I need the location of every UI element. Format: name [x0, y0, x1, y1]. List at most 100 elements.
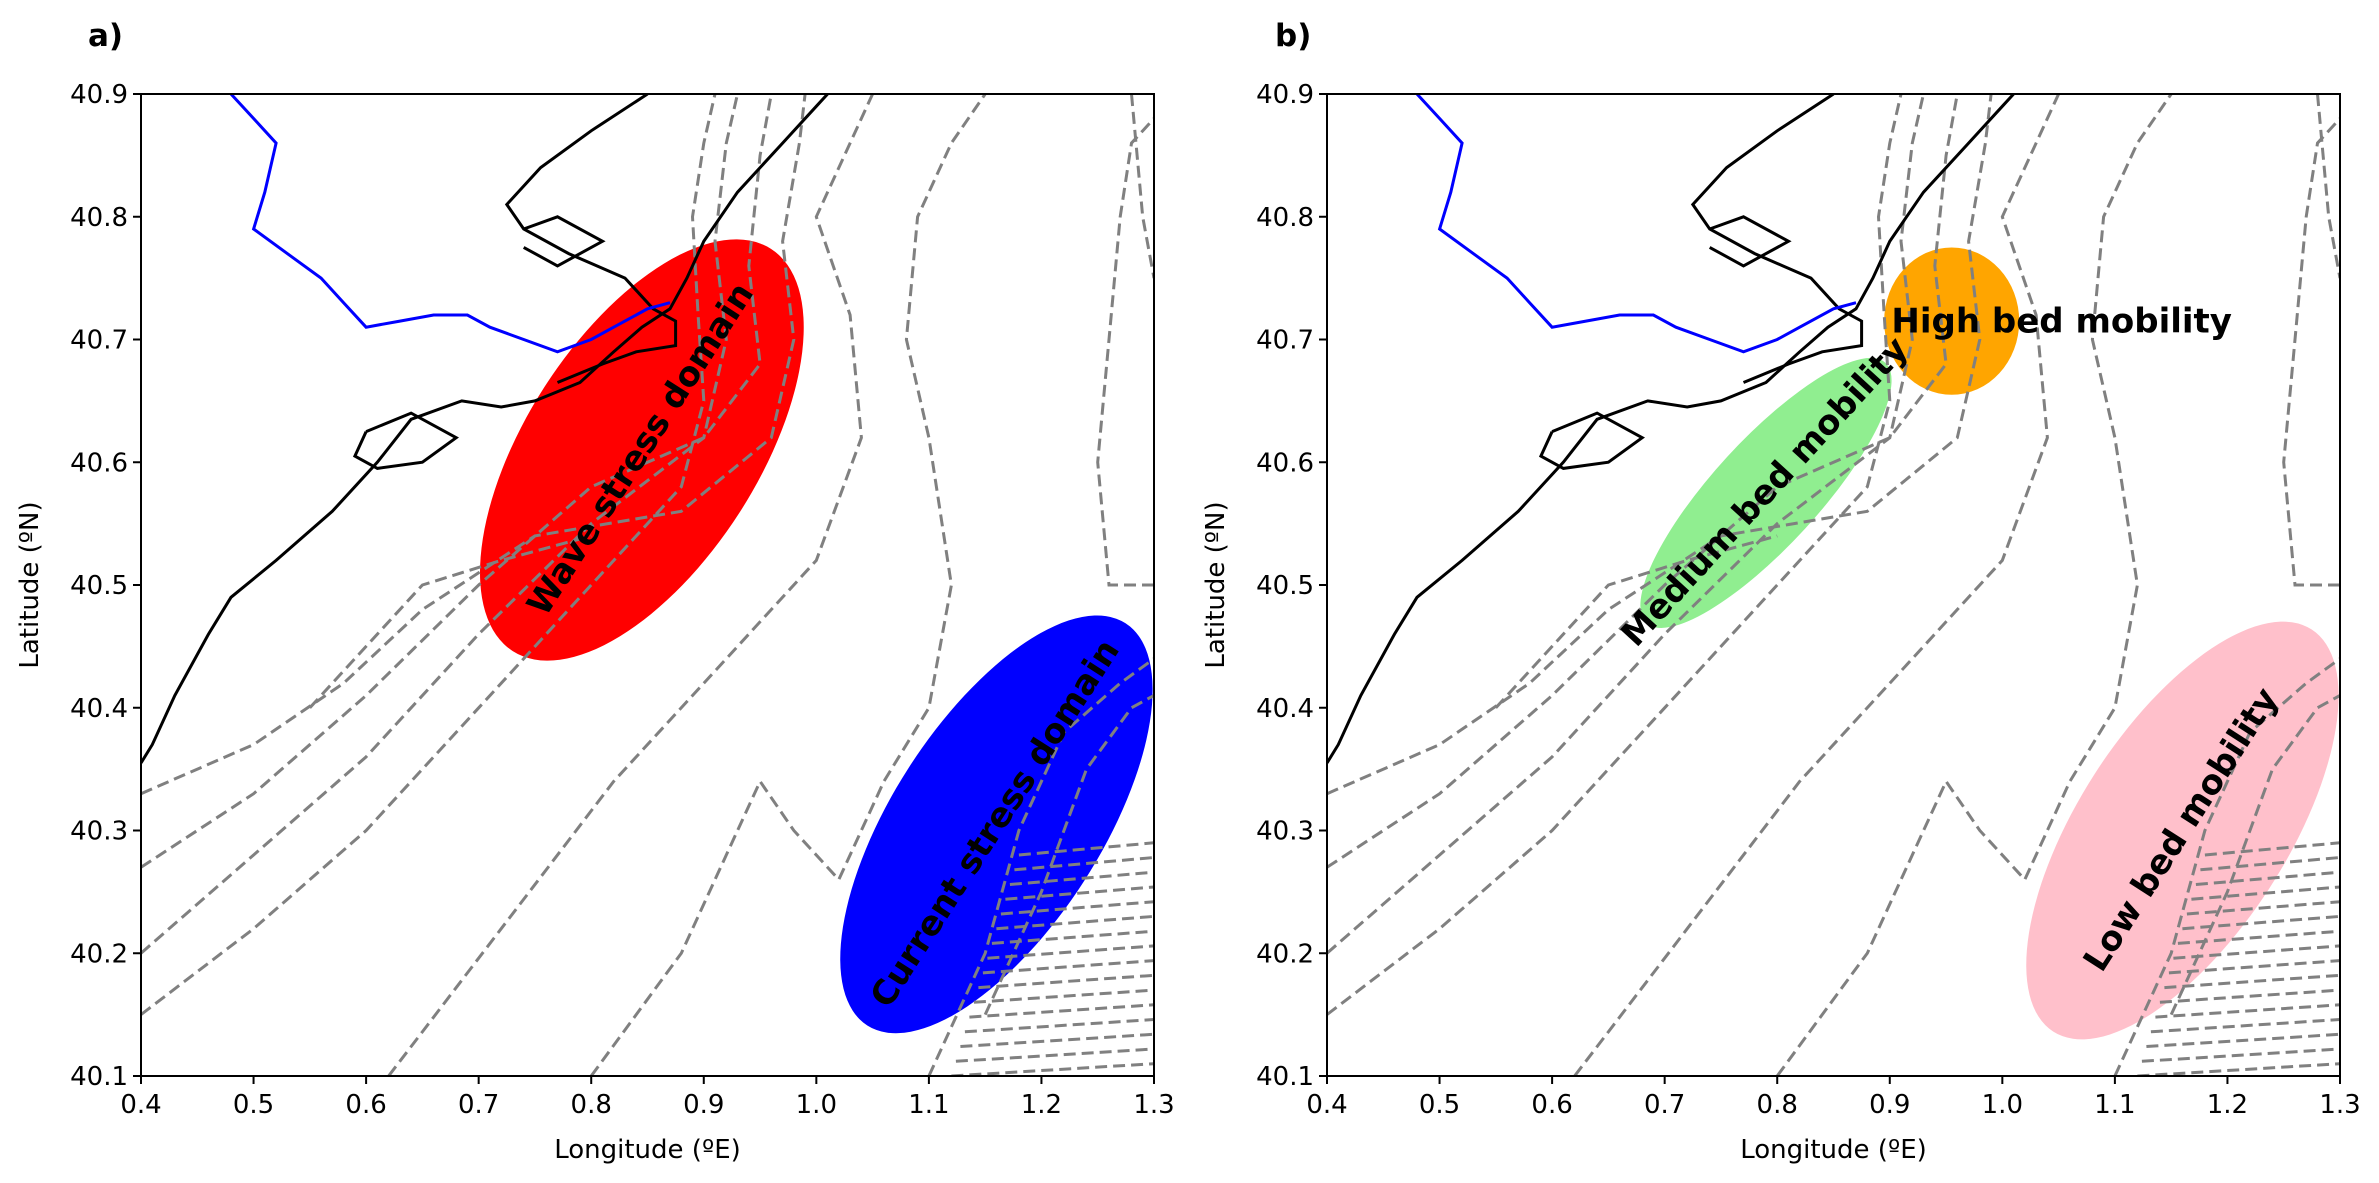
coastline — [141, 94, 829, 764]
isobath-line — [1573, 94, 2060, 1076]
y-tick-label: 40.8 — [1256, 203, 1314, 233]
x-tick-label: 0.6 — [345, 1090, 386, 1120]
y-tick-label: 40.8 — [70, 203, 128, 233]
isobath-line — [2316, 94, 2340, 279]
y-tick-label: 40.4 — [70, 694, 128, 724]
x-tick-label: 0.9 — [683, 1090, 724, 1120]
isobath-line — [2141, 1047, 2340, 1063]
isobath-line — [2168, 959, 2340, 975]
coastline — [352, 411, 460, 470]
isobath-line — [991, 929, 1154, 945]
river-line — [229, 94, 671, 354]
x-tick-label: 1.3 — [2319, 1090, 2360, 1120]
isobath-line — [1327, 94, 1993, 796]
y-tick-label: 40.9 — [1256, 80, 1314, 110]
isobath-line — [2159, 988, 2340, 1004]
isobath-line — [2173, 944, 2340, 960]
isobath-line — [1005, 885, 1154, 901]
y-tick-label: 40.3 — [70, 817, 128, 847]
domain-label: Medium bed mobility — [1613, 329, 1916, 654]
x-axis-label: Longitude (ºE) — [554, 1135, 741, 1165]
isobath-line — [982, 959, 1154, 975]
domain-ellipse-1 — [840, 615, 1153, 1034]
isobath-line — [1327, 94, 1925, 955]
isobath-line — [983, 694, 1154, 1016]
coastline — [1327, 94, 2015, 764]
isobath-line — [1130, 94, 1154, 279]
x-tick-label: 1.1 — [2094, 1090, 2135, 1120]
coastline — [504, 94, 678, 384]
x-tick-label: 0.8 — [1757, 1090, 1798, 1120]
y-tick-label: 40.3 — [1256, 817, 1314, 847]
isobath-line — [2191, 885, 2340, 901]
isobath-line — [589, 94, 987, 1076]
isobath-line — [2169, 694, 2340, 1016]
x-tick-label: 0.4 — [120, 1090, 161, 1120]
isobath-line — [2164, 973, 2340, 990]
x-tick-label: 0.9 — [1869, 1090, 1910, 1120]
isobath-line — [141, 94, 807, 796]
x-tick-label: 1.0 — [796, 1090, 837, 1120]
isobath-line — [2155, 1003, 2340, 1019]
x-tick-label: 0.8 — [571, 1090, 612, 1120]
isobath-line — [1096, 117, 1154, 587]
x-tick-label: 0.5 — [1419, 1090, 1460, 1120]
isobath-line — [951, 1062, 1154, 1076]
y-tick-label: 40.4 — [1256, 694, 1314, 724]
river-line — [1415, 94, 1857, 354]
y-tick-label: 40.5 — [1256, 571, 1314, 601]
x-tick-label: 1.1 — [908, 1090, 949, 1120]
y-axis-label: Latitude (ºN) — [15, 501, 45, 668]
isobath-line — [978, 973, 1154, 990]
x-tick-label: 1.2 — [2207, 1090, 2248, 1120]
isobath-line — [996, 914, 1154, 931]
isobath-line — [960, 1032, 1154, 1048]
isobath-line — [1775, 94, 2173, 1076]
y-tick-label: 40.6 — [1256, 448, 1314, 478]
x-tick-label: 1.2 — [1021, 1090, 1062, 1120]
isobath-line — [964, 1018, 1154, 1034]
coastline — [1708, 215, 1792, 268]
coastline — [1690, 94, 1864, 384]
y-tick-label: 40.5 — [70, 571, 128, 601]
domain-ellipse-0 — [1884, 247, 2020, 395]
isobath-line — [1494, 534, 1778, 709]
isobath-line — [141, 94, 739, 955]
coastline — [522, 215, 606, 268]
isobath-line — [141, 94, 717, 1016]
x-tick-label: 1.3 — [1133, 1090, 1174, 1120]
isobath-line — [2204, 841, 2340, 857]
y-tick-label: 40.6 — [70, 448, 128, 478]
y-tick-label: 40.1 — [1256, 1062, 1314, 1092]
x-tick-label: 0.7 — [1644, 1090, 1685, 1120]
isobath-line — [2113, 657, 2340, 1076]
isobath-line — [387, 94, 874, 1076]
isobath-line — [2150, 1018, 2340, 1034]
isobath-line — [1014, 856, 1154, 872]
plot-area — [141, 94, 1154, 1076]
x-tick-label: 0.7 — [458, 1090, 499, 1120]
isobath-line — [2195, 870, 2340, 886]
isobath-line — [1009, 870, 1154, 886]
y-tick-label: 40.2 — [70, 939, 128, 969]
plot-area — [1327, 94, 2340, 1076]
panel-label: b) — [1275, 18, 1311, 54]
y-tick-label: 40.7 — [70, 326, 128, 356]
isobath-line — [1000, 900, 1154, 916]
isobath-line — [308, 534, 592, 709]
isobath-line — [1018, 841, 1154, 857]
isobath-line — [1327, 94, 1903, 1016]
isobath-line — [2182, 914, 2340, 931]
x-axis-label: Longitude (ºE) — [1740, 1135, 1927, 1165]
y-axis-label: Latitude (ºN) — [1201, 501, 1231, 668]
x-tick-label: 0.6 — [1531, 1090, 1572, 1120]
isobath-line — [2177, 929, 2340, 945]
isobath-line — [2200, 856, 2340, 872]
isobath-line — [927, 657, 1154, 1076]
x-tick-label: 0.5 — [233, 1090, 274, 1120]
y-tick-label: 40.9 — [70, 80, 128, 110]
domain-ellipse-1 — [1640, 357, 1892, 628]
